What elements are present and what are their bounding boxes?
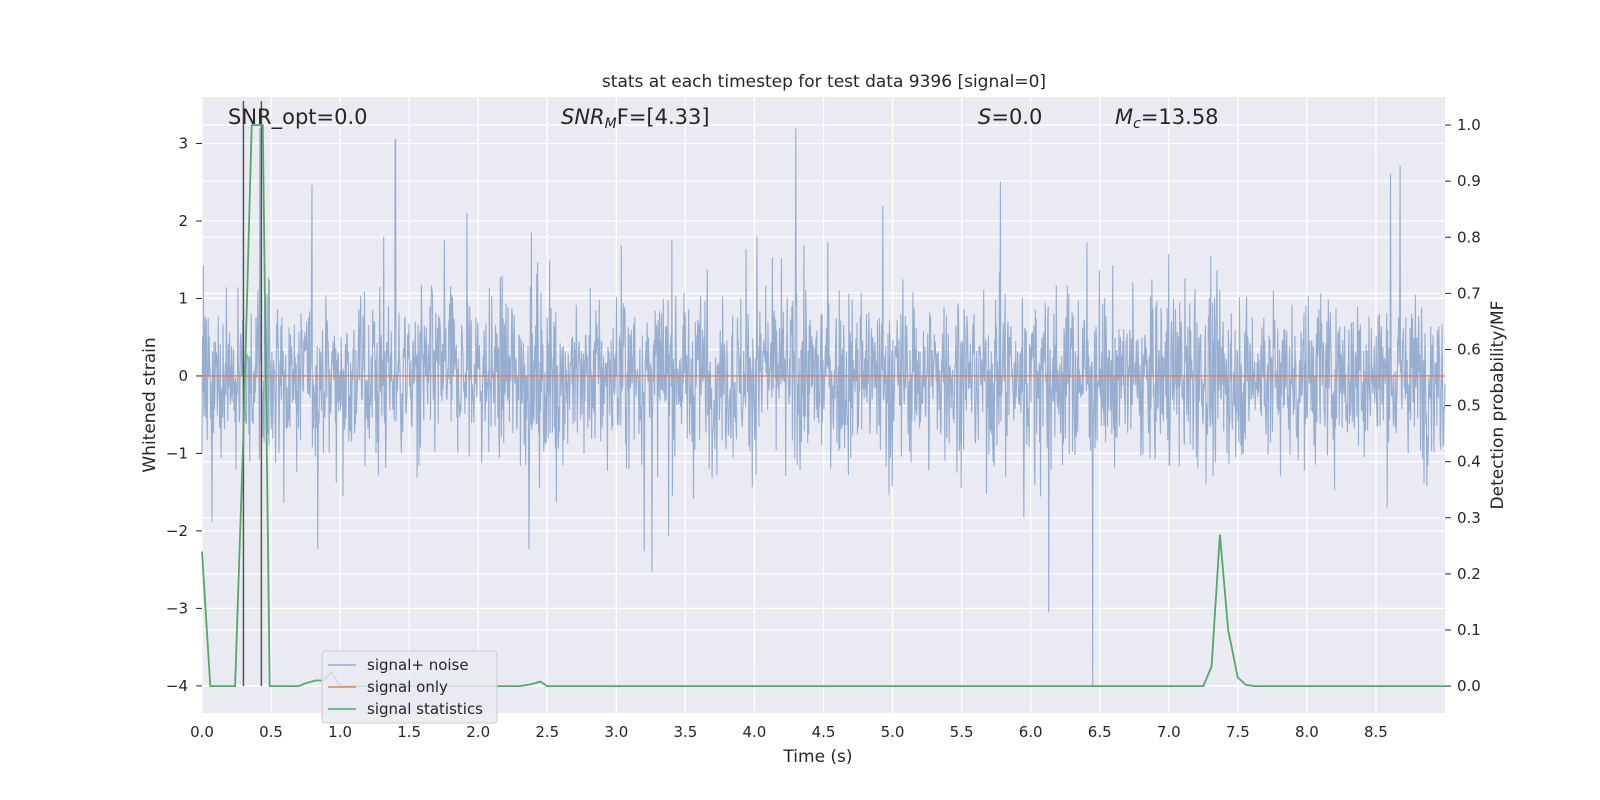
x-tick-label: 0.5 [259,723,283,741]
right-y-tick-label: 0.2 [1457,565,1481,583]
right-y-tick-label: 0.8 [1457,228,1481,246]
x-tick-label: 6.5 [1088,723,1112,741]
x-tick-label: 7.5 [1226,723,1250,741]
x-tick-label: 8.0 [1295,723,1319,741]
vertical-markers [242,101,263,687]
x-tick-label: 8.5 [1364,723,1388,741]
x-tick-label: 1.0 [328,723,352,741]
legend-box [321,650,498,724]
legend-label-signal-noise: signal+ noise [367,656,469,674]
x-axis-ticks: 0.0 0.5 1.0 1.5 2.0 2.5 3.0 3.5 4.0 4.5 5.0 5.5 6.0 6… [190,723,1388,741]
left-y-tick-label: 0 [178,367,188,385]
left-y-tick-label: −1 [166,444,188,462]
right-y-axis-ticks: 1.0 0.9 0.8 0.7 0.6 0.5 0.4 0.3 0.2 0.1 0.0 [1445,116,1481,695]
mc-annotation: Mc=13.58 [1115,105,1219,132]
right-y-tick-label: 0.9 [1457,172,1481,190]
left-y-tick-label: −2 [166,522,188,540]
chart-title: stats at each timestep for test data 939… [602,72,1046,92]
right-y-tick-label: 0.3 [1457,509,1481,527]
legend-label-signal-only: signal only [367,678,448,696]
snr-mf-value: F=[4.33] [617,105,710,129]
right-y-tick-label: 0.1 [1457,621,1481,639]
snr-mf-subscript: M [605,116,617,132]
x-tick-label: 2.0 [466,723,490,741]
s-main: S [978,105,991,129]
left-y-tick-label: 1 [178,289,188,307]
right-y-tick-label: 0.0 [1457,677,1481,695]
legend-label-signal-statistics: signal statistics [367,700,483,718]
right-y-tick-label: 1.0 [1457,116,1481,134]
x-tick-label: 5.0 [881,723,905,741]
x-tick-label: 2.5 [535,723,559,741]
x-tick-label: 4.5 [812,723,836,741]
x-axis-label: Time (s) [782,747,852,767]
mc-main: M [1115,105,1133,129]
left-y-tick-label: −3 [166,599,188,617]
right-y-tick-label: 0.5 [1457,397,1481,415]
x-tick-label: 1.5 [397,723,421,741]
signal-noise-line [201,127,1446,686]
x-tick-label: 5.5 [950,723,974,741]
s-value: =0.0 [991,105,1042,129]
x-tick-label: 0.0 [190,723,214,741]
right-y-tick-label: 0.6 [1457,340,1481,358]
signal-noise-series [201,127,1446,686]
right-y-axis-label: Detection probability/MF [1488,301,1508,510]
snr-mf-main: SNR [561,105,605,129]
right-y-tick-label: 0.4 [1457,453,1481,471]
right-y-tick-label: 0.7 [1457,284,1481,302]
x-tick-label: 4.0 [743,723,767,741]
x-tick-label: 6.0 [1019,723,1043,741]
s-annotation: S=0.0 [978,105,1042,129]
y-axis-label: Whitened strain [140,337,160,472]
snr-opt-annotation: SNR_opt=0.0 [228,105,368,130]
mc-subscript: c [1133,116,1141,132]
snr-mf-annotation: SNRMF=[4.33] [561,105,710,132]
legend: signal+ noise signal only signal statist… [321,650,498,724]
x-tick-label: 7.0 [1157,723,1181,741]
left-y-tick-label: 2 [178,212,188,230]
left-y-tick-label: 3 [178,134,188,152]
mc-value: =13.58 [1141,105,1219,129]
x-tick-label: 3.0 [604,723,628,741]
left-y-tick-label: −4 [166,677,188,695]
left-y-axis-ticks: 3 2 1 0 −1 −2 −3 −4 [166,134,202,695]
x-tick-label: 3.5 [673,723,697,741]
